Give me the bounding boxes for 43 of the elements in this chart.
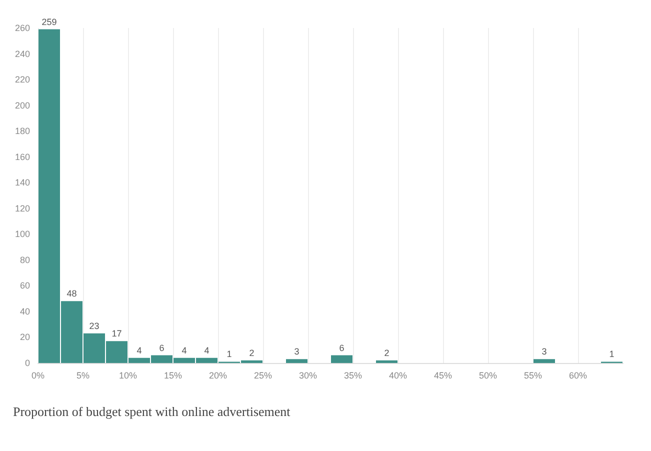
y-tick-label: 20 (20, 332, 30, 342)
y-tick-label: 200 (14, 100, 30, 110)
data-label: 1 (609, 349, 614, 360)
x-tick-label: 25% (254, 370, 272, 380)
x-tick-label: 35% (344, 370, 362, 380)
data-label: 2 (249, 348, 254, 358)
y-tick-label: 240 (14, 48, 30, 59)
x-axis-title: Proportion of budget spent with online advertisement (13, 404, 291, 419)
data-label: 2 (384, 348, 390, 358)
x-tick-label: 10% (118, 370, 138, 380)
data-label: 3 (542, 346, 547, 357)
data-label: 4 (182, 345, 187, 356)
x-tick-label: 40% (388, 370, 408, 380)
data-label: 6 (339, 342, 344, 353)
y-tick-label: 60 (20, 280, 30, 291)
x-tick-label: 5% (76, 370, 90, 380)
y-tick-label: 160 (14, 152, 30, 162)
y-tick-label: 80 (20, 254, 30, 265)
x-tick-label: 20% (208, 370, 228, 380)
data-label: 48 (66, 288, 77, 299)
data-label: 4 (136, 345, 142, 356)
data-label: 3 (294, 346, 300, 357)
y-tick-label: 100 (14, 229, 30, 240)
y-tick-label: 260 (14, 23, 30, 33)
x-tick-label: 0% (31, 370, 45, 380)
y-tick-label: 120 (14, 203, 30, 214)
x-tick-label: 60% (568, 370, 588, 380)
data-label: 6 (159, 342, 164, 353)
y-tick-label: 0 (24, 358, 30, 368)
data-label: 259 (42, 16, 57, 27)
x-tick-label: 15% (164, 370, 182, 380)
y-tick-label: 140 (14, 178, 30, 188)
y-tick-label: 220 (14, 74, 30, 85)
x-tick-label: 45% (434, 370, 452, 380)
data-label: 4 (204, 345, 210, 356)
x-tick-label: 30% (298, 370, 318, 380)
x-tick-label: 55% (524, 370, 542, 380)
data-label: 23 (89, 320, 100, 331)
data-label: 1 (226, 349, 232, 360)
x-tick-label: 50% (478, 370, 498, 380)
y-tick-label: 40 (20, 306, 30, 316)
y-tick-label: 180 (14, 126, 30, 136)
data-label: 17 (112, 328, 122, 339)
